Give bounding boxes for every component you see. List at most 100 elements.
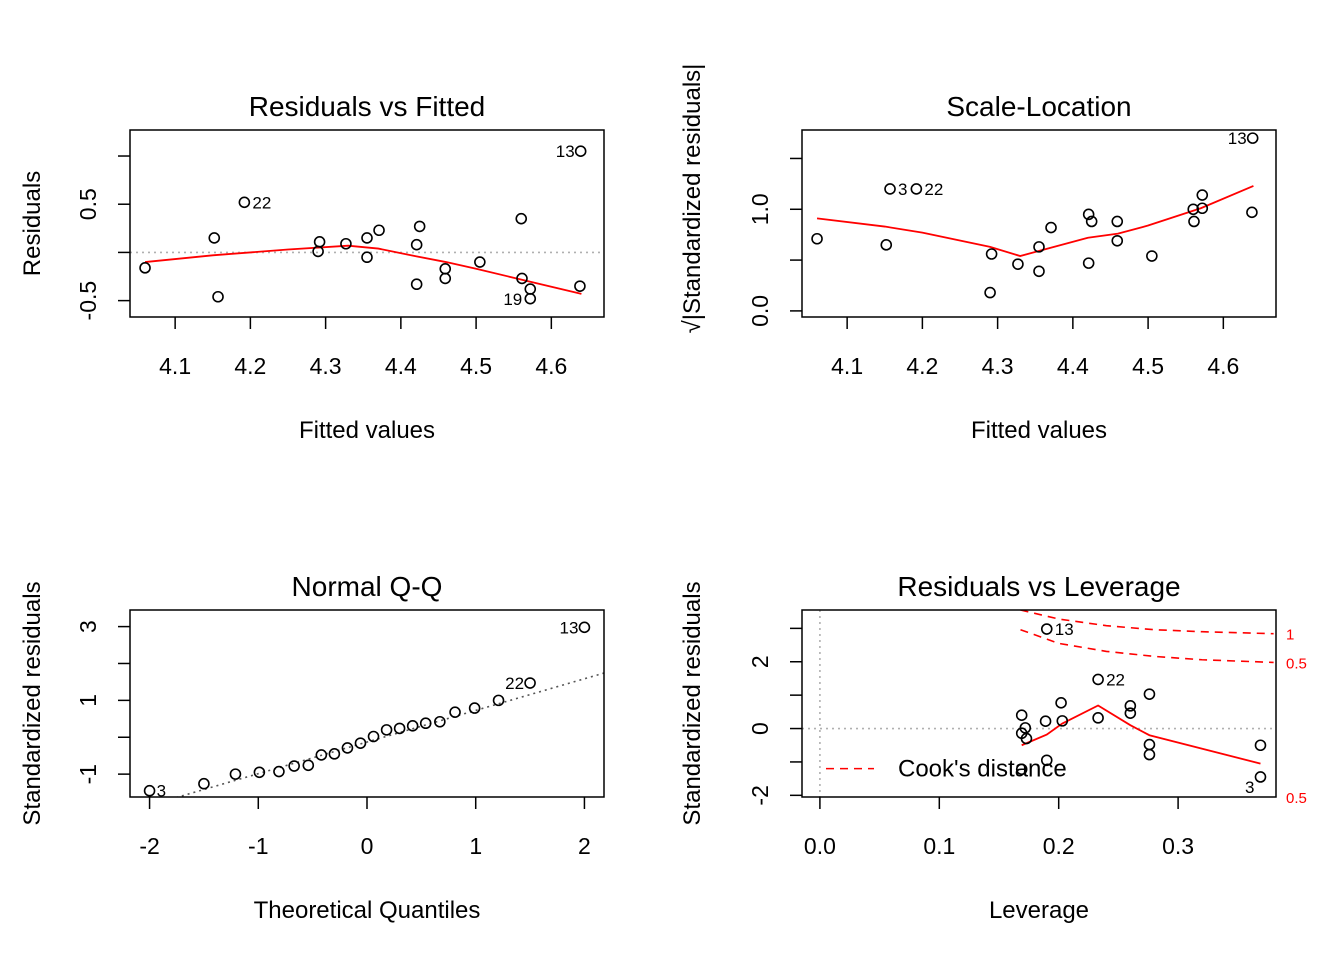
data-point xyxy=(524,292,537,305)
plot-area xyxy=(802,610,1276,797)
data-point xyxy=(1187,203,1200,216)
plot-area xyxy=(130,145,604,305)
data-point xyxy=(1015,709,1028,721)
data-point xyxy=(302,759,315,772)
data-point xyxy=(139,262,151,274)
point-label: 22 xyxy=(1106,670,1125,689)
data-point xyxy=(1143,748,1156,761)
data-point xyxy=(1012,258,1024,270)
data-point xyxy=(1040,754,1053,767)
data-point xyxy=(1124,700,1137,712)
data-point xyxy=(1143,688,1156,700)
data-point xyxy=(516,272,528,285)
data-point xyxy=(212,290,224,303)
data-point xyxy=(1254,739,1267,752)
point-label: 22 xyxy=(252,193,271,212)
x-tick-label: 0 xyxy=(361,833,374,859)
y-tick-label: 1.0 xyxy=(747,193,773,225)
data-point xyxy=(373,224,385,237)
data-point xyxy=(1082,208,1095,221)
data-point xyxy=(1146,250,1158,262)
data-point xyxy=(578,621,591,634)
data-point xyxy=(439,263,452,275)
y-axis-label: √|Standardized residuals| xyxy=(679,64,706,334)
data-point xyxy=(880,239,893,251)
x-tick-label: 2 xyxy=(578,833,591,859)
x-tick-label: -1 xyxy=(248,833,268,859)
data-point xyxy=(1143,738,1156,751)
cooks-distance-curve-0 xyxy=(1020,610,1274,635)
data-point xyxy=(341,742,354,754)
point-label: 3 xyxy=(898,180,907,199)
x-tick-label: 0.0 xyxy=(804,833,836,859)
y-axis-label: Standardized residuals xyxy=(19,581,46,825)
data-point xyxy=(524,283,537,295)
data-point xyxy=(208,232,221,244)
smooth-line xyxy=(1021,704,1261,765)
scale-location-panel: Scale-Location Fitted values √|Standardize… xyxy=(679,64,1277,444)
data-point xyxy=(811,232,823,245)
chart-title: Scale-Location xyxy=(946,91,1131,122)
x-tick-label: 4.3 xyxy=(982,353,1014,379)
plot-frame xyxy=(801,609,1277,798)
data-point xyxy=(361,251,373,264)
data-point xyxy=(515,212,528,225)
data-point xyxy=(1196,189,1209,201)
y-tick-label: 2 xyxy=(747,655,773,668)
x-tick-label: 4.5 xyxy=(460,353,492,379)
data-point xyxy=(229,768,242,780)
x-tick-label: 0.1 xyxy=(923,833,955,859)
y-axis-label: Residuals xyxy=(19,171,46,276)
data-point xyxy=(354,737,367,749)
data-point xyxy=(313,236,326,248)
data-point xyxy=(1039,715,1052,727)
y-tick-label: 0 xyxy=(747,722,773,735)
y-tick-label: -0.5 xyxy=(75,281,101,321)
y-tick-label: 0.5 xyxy=(75,188,101,220)
data-point xyxy=(410,238,423,251)
y-axis-label: Standardized residuals xyxy=(679,581,706,825)
normal-qq-panel: Normal Q-Q Theoretical Quantiles Standardi… xyxy=(19,571,605,924)
data-point xyxy=(1033,241,1045,253)
point-label: 13 xyxy=(560,618,579,637)
y-tick-label: -2 xyxy=(747,785,773,805)
x-tick-label: 4.6 xyxy=(1207,353,1239,379)
plot-frame xyxy=(129,129,605,318)
data-point xyxy=(1246,132,1259,144)
cooks-contour-label: 1 xyxy=(1286,627,1294,644)
point-label: 22 xyxy=(505,674,524,693)
smooth-line xyxy=(144,244,582,295)
data-point xyxy=(1055,697,1067,709)
data-point xyxy=(439,272,452,285)
x-tick-label: 4.1 xyxy=(831,353,863,379)
x-tick-label: 4.3 xyxy=(310,353,342,379)
data-point xyxy=(413,220,426,233)
plot-frame xyxy=(129,609,605,798)
x-axis-label: Theoretical Quantiles xyxy=(254,897,481,924)
data-point xyxy=(1020,732,1033,745)
cooks-contour-label: 0.5 xyxy=(1286,790,1307,807)
legend-label: Cook's distance xyxy=(898,756,1067,783)
data-point xyxy=(1092,673,1104,686)
data-point xyxy=(1082,257,1095,269)
data-point xyxy=(1019,722,1032,734)
x-axis-label: Fitted values xyxy=(971,417,1107,444)
residuals-vs-leverage-panel: Residuals vs Leverage Leverage Standardize… xyxy=(679,571,1307,924)
chart-title: Residuals vs Fitted xyxy=(249,91,486,122)
x-tick-label: 4.4 xyxy=(1057,353,1089,379)
data-point xyxy=(253,766,266,779)
x-tick-label: 4.2 xyxy=(234,353,266,379)
x-tick-label: 4.2 xyxy=(906,353,938,379)
point-label: 13 xyxy=(1055,620,1074,639)
residuals-vs-fitted-panel: Residuals vs Fitted Fitted values Residual… xyxy=(19,91,605,444)
smooth-line xyxy=(816,185,1254,257)
data-point xyxy=(434,715,446,728)
chart-title: Normal Q-Q xyxy=(292,571,443,602)
qq-reference-line xyxy=(175,672,604,797)
data-point xyxy=(884,183,896,195)
plot-area xyxy=(143,621,604,797)
y-tick-label: -1 xyxy=(75,764,101,784)
data-point xyxy=(1111,215,1124,228)
x-tick-label: -2 xyxy=(139,833,159,859)
